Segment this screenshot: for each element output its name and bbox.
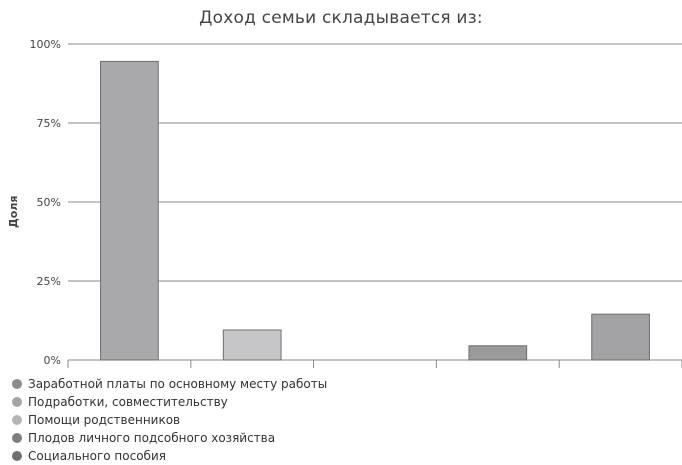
y-tick-label: 0%: [44, 354, 61, 367]
legend-swatch-icon: [12, 433, 22, 443]
legend-item[interactable]: Заработной платы по основному месту рабо…: [12, 375, 327, 393]
y-tick-label: 50%: [37, 196, 61, 209]
bar: [100, 60, 159, 361]
legend-swatch-icon: [12, 415, 22, 425]
legend-item[interactable]: Социального пособия: [12, 447, 327, 465]
legend-item[interactable]: Помощи родственников: [12, 411, 327, 429]
legend-label: Заработной платы по основному месту рабо…: [28, 377, 328, 391]
legend-item[interactable]: Подработки, совместительству: [12, 393, 327, 411]
legend-label: Социального пособия: [28, 449, 166, 463]
y-tick-label: 75%: [37, 117, 61, 130]
legend-item[interactable]: Плодов личного подсобного хозяйства: [12, 429, 327, 447]
y-tick-labels: 0% 25% 50% 75% 100%: [30, 38, 61, 367]
bar: [591, 313, 650, 361]
legend: Заработной платы по основному месту рабо…: [12, 375, 327, 465]
bars: [100, 60, 650, 361]
y-tick-label: 100%: [30, 38, 61, 51]
bar: [222, 329, 282, 361]
grid-lines: [67, 43, 682, 368]
bar: [468, 345, 528, 361]
y-tick-label: 25%: [37, 275, 61, 288]
legend-swatch-icon: [12, 451, 22, 461]
legend-label: Помощи родственников: [28, 413, 181, 427]
chart-title: Доход семьи складывается из:: [199, 8, 483, 28]
legend-label: Плодов личного подсобного хозяйства: [28, 431, 276, 445]
legend-label: Подработки, совместительству: [28, 395, 228, 409]
legend-swatch-icon: [12, 397, 22, 407]
legend-swatch-icon: [12, 379, 22, 389]
